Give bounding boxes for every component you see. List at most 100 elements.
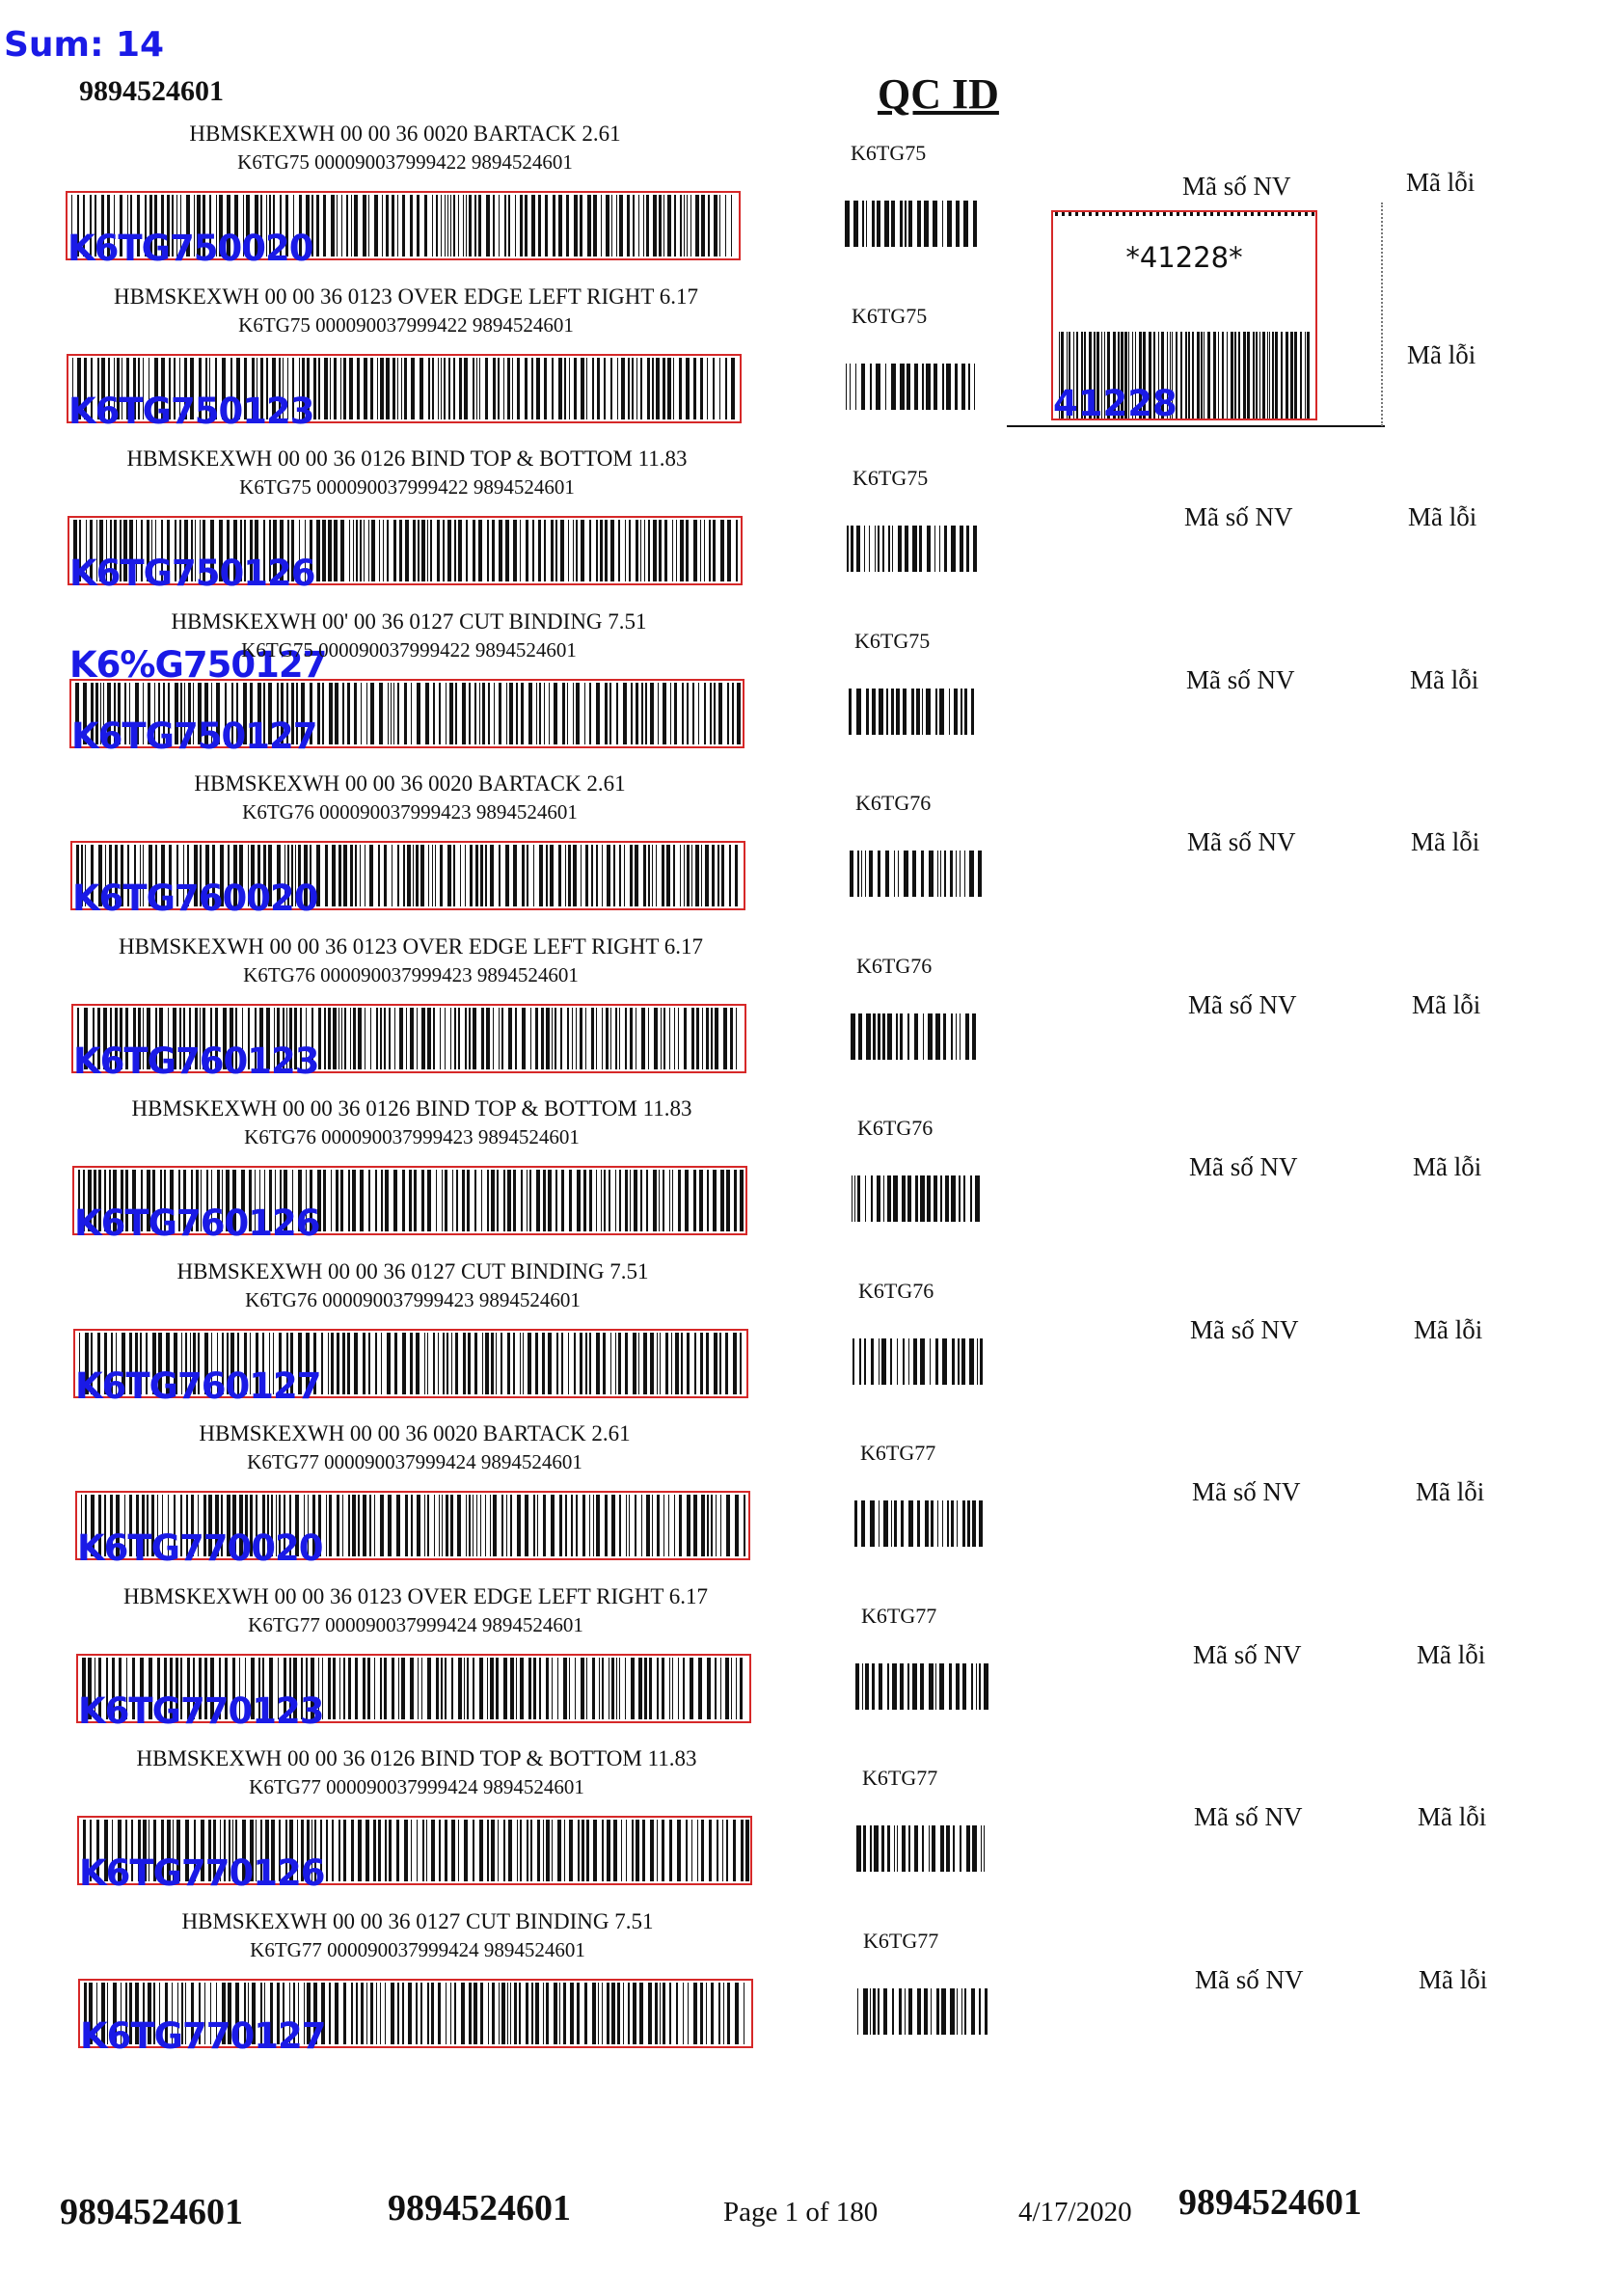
label-codes: K6TG76 000090037999423 9894524601: [245, 1287, 581, 1311]
label-description: HBMSKEXWH 00 00 36 0126 BIND TOP & BOTTO…: [131, 1096, 692, 1121]
employee-code-label: Mã số NV: [1189, 1152, 1298, 1181]
qc-code-barcode: [841, 199, 978, 249]
barcode-overlay-text: K6TG770127: [80, 2014, 326, 2057]
qc-code-label: K6TG77: [860, 1441, 936, 1465]
document-number: 9894524601: [79, 75, 224, 107]
qc-code-label: K6TG75: [851, 141, 927, 165]
error-code-label: Mã lỗi: [1411, 827, 1480, 856]
label-description: HBMSKEXWH 00' 00 36 0127 CUT BINDING 7.5…: [171, 608, 647, 634]
footer-number-2: 9894524601: [388, 2188, 571, 2228]
barcode: [71, 1003, 746, 1073]
error-code-label: Mã lỗi: [1406, 168, 1475, 197]
qc-code-barcode: [853, 1823, 989, 1874]
barcode-overlay-text: K6TG750123: [68, 390, 314, 432]
footer-number-3: 9894524601: [1178, 2182, 1362, 2223]
label-description: HBMSKEXWH 00 00 36 0123 OVER EDGE LEFT R…: [113, 284, 699, 309]
barcode-overlay-text: K6TG770020: [77, 1527, 323, 1569]
barcode: [68, 516, 743, 585]
qc-badge-overlay: 41228: [1053, 383, 1177, 424]
error-code-label: Mã lỗi: [1413, 1152, 1482, 1181]
error-code-label: Mã lỗi: [1418, 1802, 1487, 1831]
error-code-label: Mã lỗi: [1407, 339, 1476, 369]
label-codes: K6TG76 000090037999423 9894524601: [244, 1125, 580, 1148]
barcode: [76, 1653, 751, 1723]
footer-number-1: 9894524601: [60, 2192, 243, 2232]
barcode: [72, 1166, 747, 1235]
label-description: HBMSKEXWH 00 00 36 0020 BARTACK 2.61: [189, 122, 621, 146]
barcode: [78, 1978, 753, 2048]
qc-badge-divider: [1381, 203, 1384, 426]
qc-badge-barcode: [1059, 332, 1310, 419]
qc-code-barcode: [845, 687, 982, 737]
barcode: [77, 1816, 752, 1885]
barcode: [69, 678, 744, 748]
qc-code-barcode: [849, 1337, 986, 1387]
barcode: [75, 1491, 750, 1560]
qc-badge-frame: [1051, 210, 1317, 420]
qc-code-label: K6TG77: [861, 1603, 937, 1628]
barcode-overlay-text: K6TG750126: [69, 553, 315, 594]
label-description: HBMSKEXWH 00 00 36 0123 OVER EDGE LEFT R…: [118, 933, 704, 959]
label-codes: K6TG77 000090037999424 9894524601: [248, 1612, 583, 1636]
error-code-label: Mã lỗi: [1408, 502, 1477, 531]
qc-code-label: K6TG76: [858, 1278, 934, 1303]
qc-badge-underline: [1007, 425, 1385, 427]
error-code-label: Mã lỗi: [1416, 1477, 1485, 1506]
employee-code-label: Mã số NV: [1187, 827, 1296, 856]
employee-code-label: Mã số NV: [1190, 1314, 1299, 1344]
error-code-label: Mã lỗi: [1414, 1314, 1483, 1344]
label-codes: K6TG75 000090037999422 9894524601: [238, 312, 574, 337]
qc-code-barcode: [842, 362, 979, 412]
barcode: [66, 191, 741, 260]
label-codes: K6TG75 000090037999422 9894524601: [241, 637, 577, 662]
qc-badge-dashes: [1055, 210, 1317, 216]
employee-code-label: Mã số NV: [1193, 1639, 1302, 1669]
qc-code-barcode: [853, 1986, 990, 2037]
barcode-overlay-text: K6TG760020: [72, 878, 318, 919]
qc-code-barcode: [846, 849, 983, 899]
label-description: HBMSKEXWH 00 00 36 0020 BARTACK 2.61: [194, 771, 626, 796]
qc-code-barcode: [851, 1499, 988, 1549]
qc-code-barcode: [847, 1012, 984, 1062]
qc-code-barcode: [848, 1174, 985, 1224]
barcode: [73, 1328, 748, 1398]
barcode-overlay-text: K6TG750127: [71, 715, 317, 757]
barcode: [70, 841, 745, 910]
sum-label: Sum: 14: [4, 25, 165, 65]
qc-code-barcode: [852, 1661, 988, 1712]
label-description: HBMSKEXWH 00 00 36 0126 BIND TOP & BOTTO…: [126, 446, 688, 471]
error-code-label: Mã lỗi: [1417, 1639, 1486, 1669]
barcode-overlay-text: K6TG760127: [75, 1364, 321, 1407]
qc-id-title: QC ID: [878, 70, 999, 118]
label-description: HBMSKEXWH 00 00 36 0127 CUT BINDING 7.51: [181, 1908, 654, 1933]
qc-code-label: K6TG75: [854, 628, 931, 653]
employee-code-label: Mã số NV: [1195, 1964, 1304, 1994]
employee-code-label: Mã số NV: [1192, 1477, 1301, 1506]
error-code-label: Mã lỗi: [1410, 664, 1479, 694]
qc-code-label: K6TG77: [863, 1928, 939, 1953]
label-codes: K6TG76 000090037999423 9894524601: [242, 800, 578, 824]
label-codes: K6TG76 000090037999423 9894524601: [243, 962, 579, 986]
label-codes: K6TG75 000090037999422 9894524601: [239, 475, 575, 499]
label-codes: K6TG77 000090037999424 9894524601: [249, 1775, 584, 1798]
qc-code-label: K6TG76: [856, 953, 933, 978]
label-description: HBMSKEXWH 00 00 36 0123 OVER EDGE LEFT R…: [122, 1583, 709, 1608]
employee-code-label: Mã số NV: [1182, 172, 1291, 201]
qc-code-label: K6TG76: [857, 1116, 934, 1140]
qc-code-label: K6TG75: [853, 466, 929, 490]
error-code-label: Mã lỗi: [1412, 989, 1481, 1019]
error-code-label: Mã lỗi: [1419, 1964, 1488, 1994]
barcode-overlay-text: K6TG760123: [73, 1040, 319, 1082]
barcode-overlay-text: K6TG750020: [68, 228, 313, 269]
barcode-overlay-text: K6TG760126: [74, 1202, 320, 1244]
label-description: HBMSKEXWH 00 00 36 0020 BARTACK 2.61: [199, 1421, 631, 1445]
label-description: HBMSKEXWH 00 00 36 0127 CUT BINDING 7.51: [176, 1258, 649, 1283]
qc-badge-text: *41228*: [1125, 241, 1243, 274]
label-codes: K6TG75 000090037999422 9894524601: [237, 150, 573, 174]
qc-code-label: K6TG76: [855, 791, 932, 815]
employee-code-label: Mã số NV: [1186, 664, 1295, 694]
employee-code-label: Mã số NV: [1184, 502, 1293, 531]
barcode-overlay-text: K6TG770123: [78, 1689, 324, 1732]
barcode-overlay-text: K6TG770126: [79, 1852, 325, 1894]
employee-code-label: Mã số NV: [1194, 1802, 1303, 1831]
